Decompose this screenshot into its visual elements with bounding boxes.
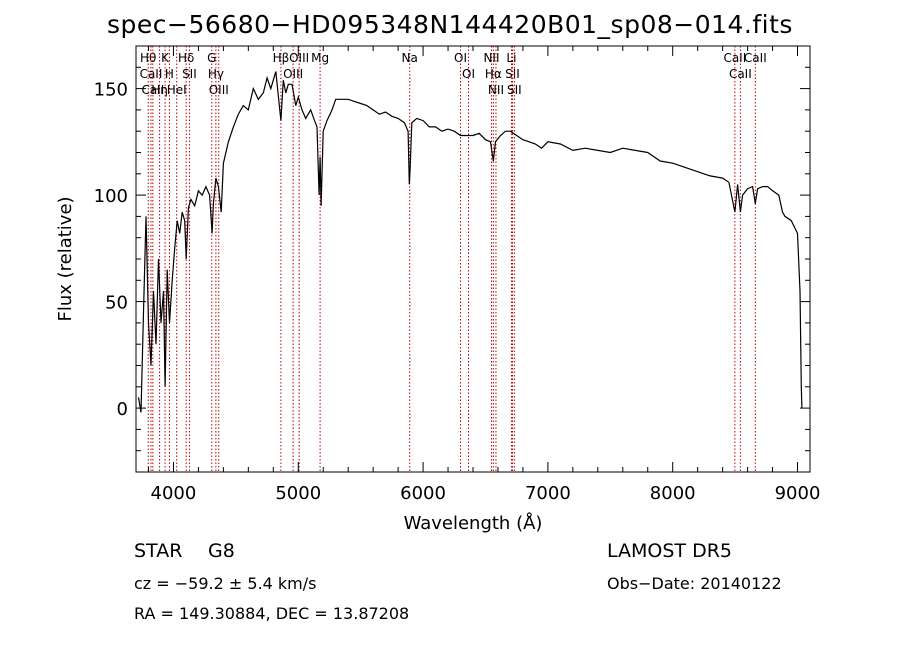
spectral-line-label: SII	[505, 67, 520, 81]
y-tick-label: 50	[105, 293, 128, 314]
spectral-line-label: Hα	[485, 67, 502, 81]
x-tick-label: 8000	[650, 483, 696, 504]
spectral-line-label: SII	[507, 83, 522, 97]
object-subclass: G8	[208, 540, 235, 562]
x-tick-label: 7000	[525, 483, 571, 504]
spectral-line-label: CaII	[723, 51, 746, 65]
coordinates-label: RA = 149.30884, DEC = 13.87208	[134, 604, 410, 623]
spectral-line-label: OIII	[209, 83, 229, 97]
spectral-line-label: HeI	[167, 83, 187, 97]
spectral-line-label: SII	[182, 67, 197, 81]
spectral-line-label: NII	[488, 83, 504, 97]
spectral-line-label: Hη	[151, 83, 168, 97]
y-tick-label: 0	[117, 399, 128, 420]
y-axis-label: Flux (relative)	[55, 196, 76, 321]
spectral-line-label: Li	[506, 51, 516, 65]
spectral-line-label: Hδ	[178, 51, 194, 65]
x-tick-label: 9000	[775, 483, 821, 504]
x-tick-label: 4000	[151, 483, 197, 504]
spectral-line-label: OI	[462, 67, 475, 81]
spectrum-series-line	[137, 71, 803, 413]
chart-title: spec−56680−HD095348N144420B01_sp08−014.f…	[107, 10, 793, 39]
spectral-line-label: OIII	[289, 51, 309, 65]
spectral-line-label: CaII	[141, 83, 164, 97]
x-axis-label: Wavelength (Å)	[404, 512, 543, 534]
spectral-line-label: NII	[483, 51, 499, 65]
spectral-line-label: Na	[402, 51, 418, 65]
spectral-line-label: OIII	[283, 67, 303, 81]
spectral-line-label: Mg	[311, 51, 329, 65]
spectral-line-label: Hθ	[140, 51, 156, 65]
redshift-label: cz = −59.2 ± 5.4 km/s	[134, 574, 317, 593]
spectral-line-label: G	[207, 51, 216, 65]
x-tick-label: 6000	[400, 483, 446, 504]
survey-label: LAMOST DR5	[607, 540, 732, 562]
object-class: STAR	[134, 540, 183, 562]
y-tick-label: 150	[94, 80, 128, 101]
spectral-line-label: K	[161, 51, 170, 65]
y-tick-label: 100	[94, 186, 128, 207]
x-tick-label: 5000	[275, 483, 321, 504]
spectral-line-label: OI	[454, 51, 467, 65]
spectral-line-label: Hβ	[273, 51, 290, 65]
spectral-line-label: Hγ	[208, 67, 224, 81]
spectral-line-label: CaII	[744, 51, 767, 65]
spectral-line-label: CaII	[140, 67, 163, 81]
spectral-line-label: CaII	[729, 67, 752, 81]
obs-date-label: Obs−Date: 20140122	[607, 574, 782, 593]
plot-frame	[135, 45, 811, 473]
spectral-line-label: H	[165, 67, 174, 81]
